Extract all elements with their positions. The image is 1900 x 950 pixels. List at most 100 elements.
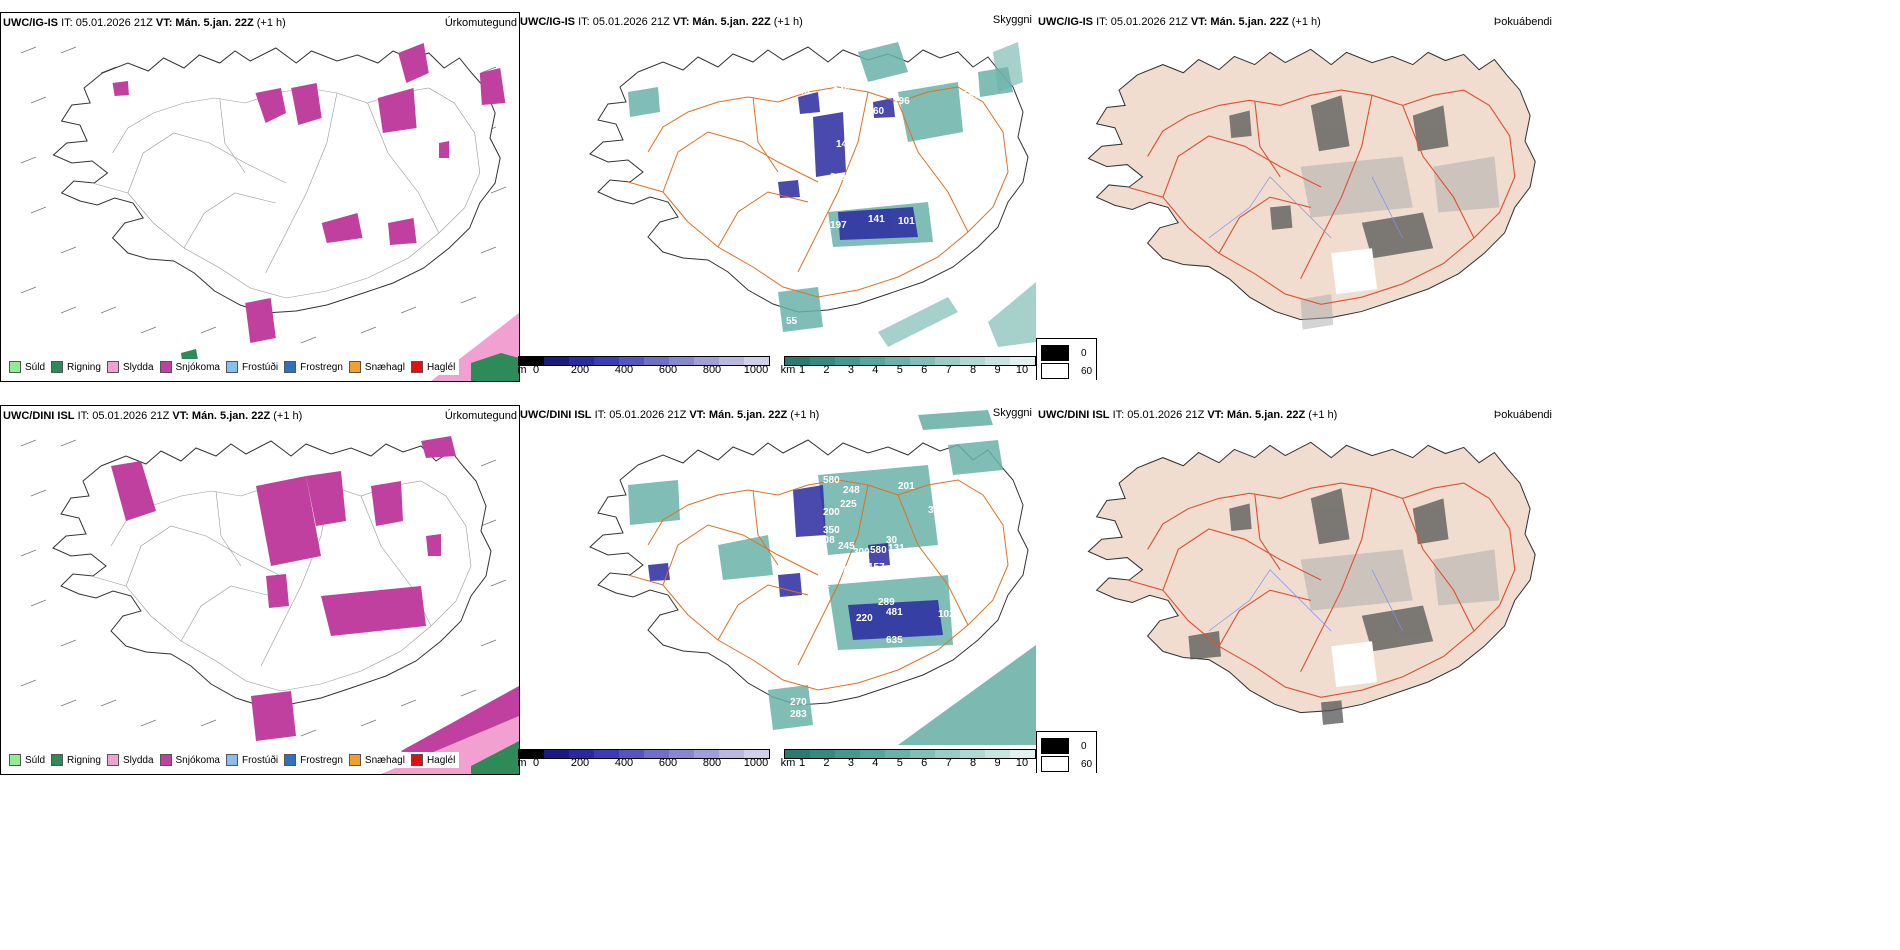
visibility-panel-top: UWC/IG-IS IT: 05.01.2026 21Z VT: Mán. 5.… <box>518 12 1036 380</box>
legend-swatch <box>348 361 361 373</box>
colorbar-tick: 6 <box>921 757 928 769</box>
legend-item: Súld <box>9 361 45 373</box>
fog-clear <box>1331 248 1378 295</box>
ceiling-value-label: 171 <box>796 202 813 213</box>
legend-item: Frostregn <box>284 361 343 373</box>
legend-item: Súld <box>9 754 45 766</box>
legend-swatch <box>410 754 423 766</box>
colorbar-step <box>935 750 960 758</box>
ceiling-ticks: m 0 200 400 600 800 1000 <box>518 364 768 378</box>
colorbar-step <box>594 750 619 758</box>
fog-panel-bottom: UWC/DINI ISL IT: 05.01.2026 21Z VT: Mán.… <box>1036 405 1556 773</box>
colorbar-step <box>669 357 694 365</box>
legend-item: Snæhagl <box>348 361 405 373</box>
ceiling-value-label: 13 <box>816 202 828 213</box>
visibility-ticks: km 1 2 3 4 5 6 7 8 9 10 <box>780 364 1034 378</box>
colorbar-tick: 2 <box>823 364 830 376</box>
ceiling-value-label: 583 <box>838 565 855 576</box>
legend-label: Frostregn <box>300 361 343 373</box>
colorbar-tick: 4 <box>872 364 879 376</box>
ceiling-value-label: 580 <box>823 475 840 486</box>
panel-title: Þokuábendi <box>1493 16 1552 28</box>
legend-item: Rigning <box>51 361 101 373</box>
legend-item: Snjókoma <box>159 754 220 766</box>
ceiling-value-label: 609 <box>938 487 955 498</box>
fog-legend-row: 0 <box>1041 738 1092 754</box>
colorbar-tick: 400 <box>614 757 634 769</box>
ceiling-value-label: 341 <box>830 172 847 183</box>
ceiling-value-label: 289 <box>878 597 895 608</box>
ceiling-value-label: 55 <box>786 316 798 327</box>
colorbar-step <box>960 357 985 365</box>
colorbar-unit: m <box>518 364 527 376</box>
fog-legend-label: 60 <box>1081 758 1093 770</box>
offshore-snow <box>401 686 519 766</box>
colorbar-step <box>694 750 719 758</box>
colorbar-step <box>519 750 544 758</box>
colorbar-tick: 8 <box>970 364 977 376</box>
panel-title: Úrkomutegund <box>444 410 517 422</box>
legend-swatch <box>348 754 361 766</box>
colorbar-step <box>619 357 644 365</box>
colorbar-step <box>885 357 910 365</box>
legend-item: Snæhagl <box>348 754 405 766</box>
offshore-visibility <box>898 410 1036 745</box>
colorbar-step <box>860 750 885 758</box>
ceiling-value-label: 121 <box>768 499 785 510</box>
colorbar-tick: 600 <box>658 364 678 376</box>
colorbar-tick: 2 <box>823 757 830 769</box>
ceiling-ticks: m 0 200 400 600 800 1000 <box>518 757 768 771</box>
fog-legend-swatch <box>1041 756 1069 772</box>
ceiling-value-label: 270 <box>790 697 807 708</box>
visibility-panel-bottom: UWC/DINI ISL IT: 05.01.2026 21Z VT: Mán.… <box>518 405 1036 773</box>
fog-legend: 0 60 <box>1036 731 1098 773</box>
fog-mid <box>1300 549 1500 611</box>
ceiling-value-label: 245 <box>838 541 855 552</box>
ceiling-value-label: 350 <box>823 525 840 536</box>
ceiling-value-label: 597 <box>963 90 980 101</box>
legend-swatch <box>225 754 238 766</box>
colorbar-step <box>594 357 619 365</box>
colorbar-unit: km <box>780 364 796 376</box>
ceiling-value-label: 580 <box>870 545 887 556</box>
low-ceiling <box>778 92 918 240</box>
panel-title: Skyggni <box>992 407 1032 419</box>
snow-areas <box>112 43 506 343</box>
legend-swatch <box>159 754 172 766</box>
fog-legend-label: 0 <box>1081 740 1087 752</box>
colorbar-step <box>910 750 935 758</box>
snow-areas <box>111 436 456 741</box>
colorbar-step <box>694 357 719 365</box>
panel-header: UWC/IG-IS IT: 05.01.2026 21Z VT: Mán. 5.… <box>1038 16 1321 28</box>
colorbar-tick: 1000 <box>743 364 769 376</box>
legend-swatch <box>284 361 297 373</box>
colorbar-step <box>985 750 1010 758</box>
colorbar-tick: 0 <box>532 757 540 769</box>
legend-swatch <box>106 361 119 373</box>
colorbar-step <box>910 357 935 365</box>
colorbar-tick: 6 <box>921 364 928 376</box>
ceiling-value-label: 197 <box>830 220 847 231</box>
fog-dark <box>1229 95 1449 259</box>
colorbar-unit: m <box>518 757 527 769</box>
ceiling-value-label: 141 <box>868 214 885 225</box>
ceiling-value-label: 283 <box>790 709 807 720</box>
legend-swatch <box>106 754 119 766</box>
legend-swatch <box>225 361 238 373</box>
colorbar-step <box>810 750 835 758</box>
legend-label: Rigning <box>67 361 101 373</box>
colorbar-tick: 1 <box>798 757 806 769</box>
fog-dark <box>1188 488 1449 725</box>
legend-item: Snjókoma <box>159 361 220 373</box>
colorbar-tick: 800 <box>702 364 722 376</box>
colorbar-tick: 1000 <box>743 757 769 769</box>
legend-label: Frostregn <box>300 754 343 766</box>
colorbar-tick: 9 <box>994 364 1001 376</box>
colorbar-step <box>719 357 744 365</box>
colorbar-step <box>619 750 644 758</box>
ceiling-value-label: 102 <box>938 609 955 620</box>
precip-map <box>20 43 519 381</box>
fog-legend-swatch <box>1041 738 1069 754</box>
colorbar-step <box>935 357 960 365</box>
